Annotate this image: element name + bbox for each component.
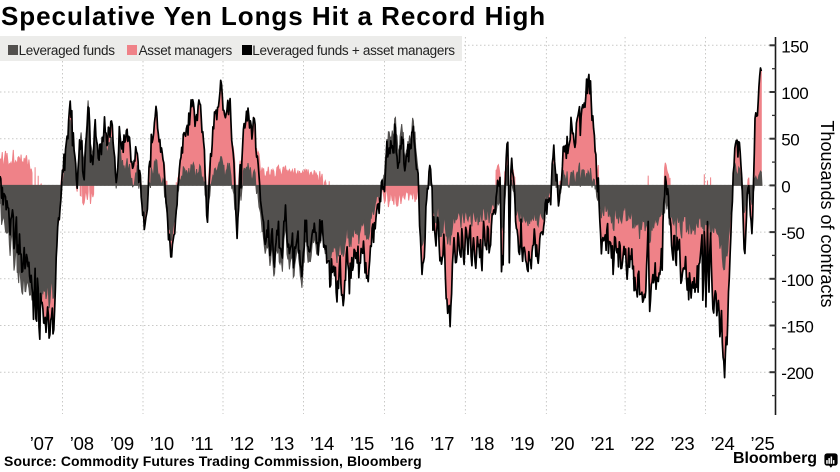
- svg-text:’25: ’25: [750, 433, 774, 454]
- svg-text:Thousands of contracts: Thousands of contracts: [817, 120, 837, 307]
- svg-text:-150: -150: [781, 318, 813, 337]
- svg-text:-50: -50: [781, 224, 804, 243]
- svg-text:100: 100: [781, 84, 808, 103]
- svg-text:0: 0: [781, 177, 790, 196]
- svg-text:’17: ’17: [430, 433, 454, 454]
- svg-text:’14: ’14: [310, 433, 334, 454]
- svg-text:’09: ’09: [110, 433, 134, 454]
- svg-text:’23: ’23: [670, 433, 694, 454]
- svg-text:’24: ’24: [710, 433, 734, 454]
- svg-text:’08: ’08: [70, 433, 94, 454]
- svg-text:’12: ’12: [230, 433, 254, 454]
- svg-text:’20: ’20: [550, 433, 574, 454]
- svg-text:-200: -200: [781, 364, 813, 383]
- svg-text:’10: ’10: [150, 433, 174, 454]
- svg-text:’16: ’16: [390, 433, 414, 454]
- svg-text:’11: ’11: [191, 433, 214, 454]
- svg-text:50: 50: [781, 131, 799, 150]
- svg-text:’18: ’18: [470, 433, 494, 454]
- svg-text:’07: ’07: [30, 433, 54, 454]
- svg-text:’15: ’15: [350, 433, 374, 454]
- svg-text:’21: ’21: [590, 433, 614, 454]
- svg-text:’22: ’22: [630, 433, 654, 454]
- svg-text:150: 150: [781, 37, 808, 56]
- svg-text:’13: ’13: [270, 433, 294, 454]
- svg-text:’19: ’19: [510, 433, 534, 454]
- svg-text:-100: -100: [781, 271, 813, 290]
